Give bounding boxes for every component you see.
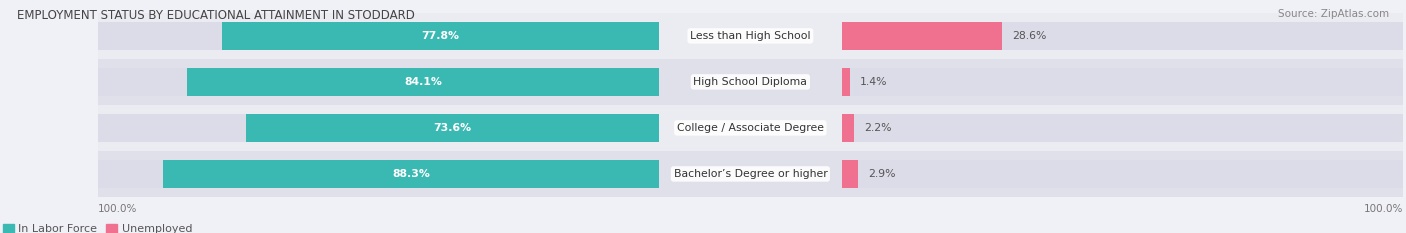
Text: Source: ZipAtlas.com: Source: ZipAtlas.com: [1278, 9, 1389, 19]
Bar: [842, 68, 849, 96]
Text: High School Diploma: High School Diploma: [693, 77, 807, 87]
Legend: In Labor Force, Unemployed: In Labor Force, Unemployed: [3, 224, 193, 233]
Bar: [842, 160, 1403, 188]
Bar: [842, 22, 1403, 50]
Text: 2.9%: 2.9%: [868, 169, 896, 179]
Bar: [97, 114, 659, 142]
Bar: [246, 114, 659, 142]
Text: 28.6%: 28.6%: [1012, 31, 1046, 41]
Text: 1.4%: 1.4%: [859, 77, 887, 87]
Text: 77.8%: 77.8%: [422, 31, 460, 41]
Text: 100.0%: 100.0%: [1364, 204, 1403, 214]
Text: 88.3%: 88.3%: [392, 169, 430, 179]
Text: 100.0%: 100.0%: [97, 204, 136, 214]
Bar: [842, 114, 853, 142]
Text: Less than High School: Less than High School: [690, 31, 811, 41]
Text: College / Associate Degree: College / Associate Degree: [676, 123, 824, 133]
Bar: [97, 13, 1403, 59]
Text: 2.2%: 2.2%: [863, 123, 891, 133]
Bar: [97, 22, 659, 50]
Bar: [222, 22, 659, 50]
Bar: [842, 114, 1403, 142]
Bar: [97, 151, 1403, 197]
Bar: [163, 160, 659, 188]
Text: EMPLOYMENT STATUS BY EDUCATIONAL ATTAINMENT IN STODDARD: EMPLOYMENT STATUS BY EDUCATIONAL ATTAINM…: [17, 9, 415, 22]
Bar: [842, 22, 1002, 50]
Text: 73.6%: 73.6%: [433, 123, 471, 133]
Bar: [842, 68, 1403, 96]
Text: Bachelor’s Degree or higher: Bachelor’s Degree or higher: [673, 169, 827, 179]
Bar: [842, 160, 858, 188]
Bar: [97, 68, 659, 96]
Bar: [97, 59, 1403, 105]
Text: 84.1%: 84.1%: [404, 77, 441, 87]
Bar: [97, 105, 1403, 151]
Bar: [97, 160, 659, 188]
Bar: [187, 68, 659, 96]
